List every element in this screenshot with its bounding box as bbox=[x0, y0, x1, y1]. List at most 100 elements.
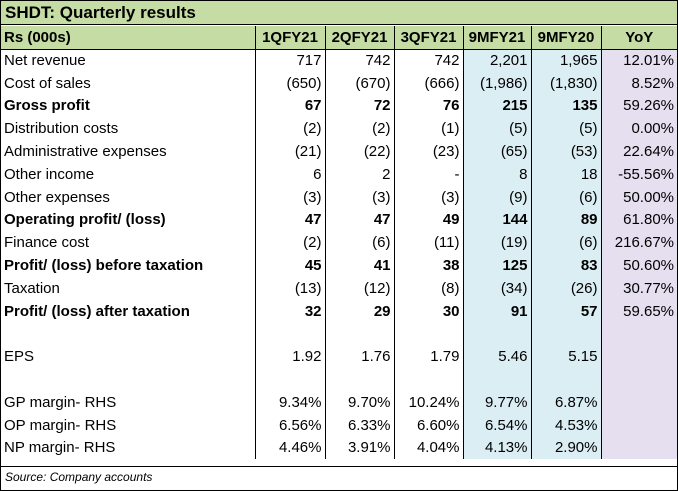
header-1qfy21: 1QFY21 bbox=[254, 26, 325, 50]
cell-9mfy21: 5.46 bbox=[462, 345, 531, 369]
cell-1qfy21: (2) bbox=[254, 231, 325, 255]
table-row: Administrative expenses (21) (22) (23) (65)(… bbox=[1, 140, 677, 163]
cell-1qfy21: 67 bbox=[254, 94, 325, 118]
cell-yoy: 8.52% bbox=[600, 71, 677, 95]
cell-9mfy21: 4.13% bbox=[462, 436, 531, 460]
cell-9mfy20: (53) bbox=[530, 140, 601, 163]
header-yoy: YoY bbox=[600, 26, 677, 50]
row-label: Profit/ (loss) after taxation bbox=[4, 302, 190, 320]
table-row: Net revenue 717 742 742 2,201 1,965 12.01% bbox=[1, 49, 677, 72]
cell-1qfy21: (650) bbox=[254, 71, 325, 95]
cell-2qfy21: 2 bbox=[324, 162, 394, 186]
cell-yoy bbox=[600, 345, 677, 369]
cell-9mfy21: (5) bbox=[462, 117, 531, 141]
table-row bbox=[1, 368, 677, 391]
cell-1qfy21: (3) bbox=[254, 185, 325, 209]
cell-2qfy21: 41 bbox=[324, 254, 394, 277]
cell-9mfy21: (9) bbox=[462, 185, 531, 209]
table-title: SHDT: Quarterly results bbox=[1, 1, 677, 25]
cell-2qfy21: (670) bbox=[324, 71, 394, 95]
cell-1qfy21 bbox=[254, 322, 325, 346]
cell-9mfy20: 6.87% bbox=[530, 390, 601, 414]
table-row: Cost of sales (650) (670) (666) (1,986) (1,83… bbox=[1, 71, 677, 95]
table-row: Other income 6 2-8 18 -55.56% bbox=[1, 162, 677, 186]
cell-2qfy21: 742 bbox=[324, 49, 394, 72]
row-label: Administrative expenses bbox=[4, 143, 167, 161]
cell-1qfy21: (21) bbox=[254, 140, 325, 163]
table-row bbox=[1, 322, 677, 346]
row-label: Distribution costs bbox=[4, 120, 119, 138]
cell-2qfy21: 9.70% bbox=[324, 390, 394, 414]
cell-9mfy21: (1,986) bbox=[462, 71, 531, 95]
cell-yoy bbox=[600, 436, 677, 460]
cell-yoy: 22.64% bbox=[600, 140, 677, 163]
cell-2qfy21: (22) bbox=[324, 140, 394, 163]
cell-3qfy21: 38 bbox=[393, 254, 463, 277]
cell-yoy bbox=[600, 390, 677, 414]
cell-9mfy21: 144 bbox=[462, 208, 531, 232]
row-label: Cost of sales bbox=[4, 74, 91, 92]
cell-9mfy20: 57 bbox=[530, 299, 601, 323]
cell-1qfy21: 6 bbox=[254, 162, 325, 186]
cell-1qfy21 bbox=[254, 368, 325, 391]
cell-1qfy21: 32 bbox=[254, 299, 325, 323]
cell-3qfy21: (8) bbox=[393, 276, 463, 300]
row-label: NP margin- RHS bbox=[4, 439, 116, 457]
cell-yoy: 12.01% bbox=[600, 49, 677, 72]
cell-3qfy21 bbox=[393, 368, 463, 391]
cell-3qfy21: 6.60% bbox=[393, 413, 463, 437]
cell-9mfy20: 89 bbox=[530, 208, 601, 232]
cell-9mfy20: 2.90% bbox=[530, 436, 601, 460]
cell-9mfy20: (6) bbox=[530, 231, 601, 255]
cell-9mfy20: 4.53% bbox=[530, 413, 601, 437]
cell-9mfy21 bbox=[462, 368, 531, 391]
cell-3qfy21: 10.24% bbox=[393, 390, 463, 414]
header-3qfy21: 3QFY21 bbox=[393, 26, 463, 50]
cell-9mfy21: (65) bbox=[462, 140, 531, 163]
cell-9mfy20 bbox=[530, 322, 601, 346]
table-row: Taxation (13) (12) (8) (34) (26) 30.77% bbox=[1, 276, 677, 300]
cell-2qfy21 bbox=[324, 368, 394, 391]
cell-yoy bbox=[600, 368, 677, 391]
quarterly-results-table: Rs (000s) 1QFY21 2QFY21 3QFY21 9MFY21 9M… bbox=[1, 26, 677, 460]
row-label: Other expenses bbox=[4, 188, 110, 206]
cell-yoy: 59.65% bbox=[600, 299, 677, 323]
cell-9mfy20: 1,965 bbox=[530, 49, 601, 72]
cell-2qfy21: (12) bbox=[324, 276, 394, 300]
header-9mfy21: 9MFY21 bbox=[462, 26, 531, 50]
header-9mfy20: 9MFY20 bbox=[530, 26, 601, 50]
cell-1qfy21: 6.56% bbox=[254, 413, 325, 437]
row-label: Taxation bbox=[4, 279, 60, 297]
table-row: Other expenses (3) (3) (3) (9) (6) 50.00% bbox=[1, 185, 677, 209]
header-label: Rs (000s) bbox=[1, 26, 255, 50]
cell-3qfy21: (11) bbox=[393, 231, 463, 255]
cell-9mfy21: (19) bbox=[462, 231, 531, 255]
header-row: Rs (000s) 1QFY21 2QFY21 3QFY21 9MFY21 9M… bbox=[1, 26, 677, 50]
table-row: NP margin- RHS 4.46% 3.91% 4.04% 4.13% 2.90% bbox=[1, 436, 677, 460]
row-label bbox=[1, 368, 255, 391]
cell-2qfy21 bbox=[324, 322, 394, 346]
cell-9mfy21: 2,201 bbox=[462, 49, 531, 72]
cell-3qfy21: (666) bbox=[393, 71, 463, 95]
cell-1qfy21: (13) bbox=[254, 276, 325, 300]
table-row: Profit/ (loss) before taxation 45 41 38 125 8… bbox=[1, 254, 677, 277]
cell-2qfy21: 72 bbox=[324, 94, 394, 118]
cell-2qfy21: 29 bbox=[324, 299, 394, 323]
cell-9mfy20 bbox=[530, 368, 601, 391]
cell-9mfy21: 8 bbox=[462, 162, 531, 186]
cell-3qfy21: 30 bbox=[393, 299, 463, 323]
cell-3qfy21: (1) bbox=[393, 117, 463, 141]
cell-9mfy21: 215 bbox=[462, 94, 531, 118]
table-row: GP margin- RHS 9.34% 9.70% 10.24% 9.77% 6.87% bbox=[1, 390, 677, 414]
cell-3qfy21: (3) bbox=[393, 185, 463, 209]
cell-3qfy21: 76 bbox=[393, 94, 463, 118]
cell-yoy bbox=[600, 413, 677, 437]
row-label: OP margin- RHS bbox=[4, 416, 117, 434]
table-row: Gross profit 67 72 76 215 135 59.26% bbox=[1, 94, 677, 118]
row-label: Profit/ (loss) before taxation bbox=[4, 257, 204, 275]
table-row: Finance cost (2) (6) (11) (19) (6) 216.67% bbox=[1, 231, 677, 255]
row-label: Operating profit/ (loss) bbox=[4, 211, 166, 229]
cell-9mfy21: 6.54% bbox=[462, 413, 531, 437]
cell-yoy: 50.00% bbox=[600, 185, 677, 209]
table-row: Distribution costs (2) (2) (1) (5) (5) 0.00% bbox=[1, 117, 677, 141]
